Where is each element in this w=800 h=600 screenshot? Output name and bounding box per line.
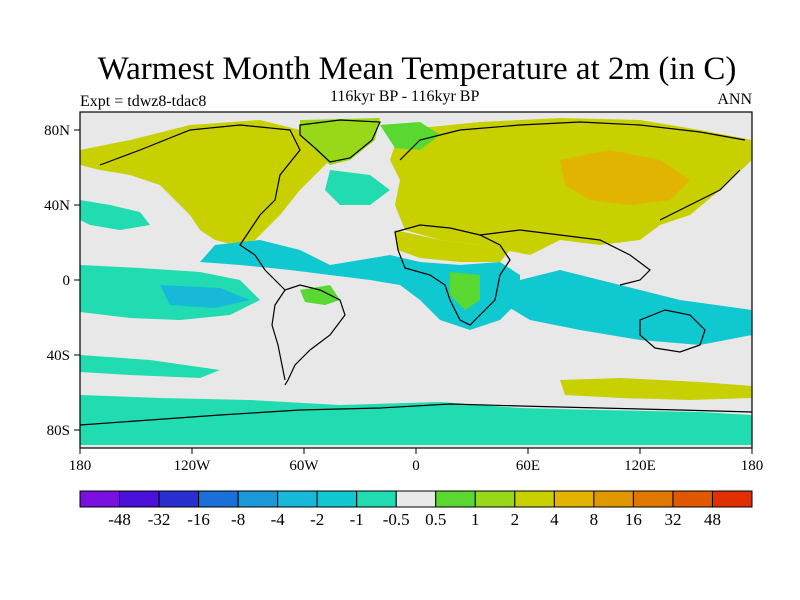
experiment-label: Expt = tdwz8-tdac8 — [80, 93, 207, 110]
colorbar-swatch — [711, 490, 753, 508]
colorbar-swatch — [474, 490, 516, 508]
south-indian-warm-band — [560, 378, 752, 400]
colorbar-label: -8 — [231, 510, 245, 529]
season-label: ANN — [717, 91, 752, 108]
colorbar-swatch — [198, 490, 239, 508]
indian-ocean-cool-band — [500, 270, 752, 345]
lat-label-80s: 80S — [47, 423, 70, 439]
colorbar-swatch — [514, 490, 555, 508]
latitude-axis: 80N 40N 0 40S 80S — [44, 123, 80, 439]
lon-label-60w: 60W — [289, 458, 319, 474]
lon-label-180e: 180 — [741, 458, 764, 474]
colorbar-label: -48 — [108, 510, 131, 529]
lon-label-120e: 120E — [624, 458, 656, 474]
colorbar-label: -2 — [310, 510, 324, 529]
north-pacific-cool — [80, 200, 150, 230]
colorbar-label: -4 — [271, 510, 286, 529]
africa-central-green — [450, 272, 480, 310]
colorbar-label: 16 — [625, 510, 642, 529]
north-atlantic-cool — [325, 170, 390, 205]
colorbar-swatch — [316, 490, 358, 508]
colorbar-swatch — [356, 490, 397, 508]
colorbar-swatch — [672, 490, 713, 508]
lat-label-40s: 40S — [47, 348, 70, 364]
colorbar-label: -0.5 — [383, 510, 410, 529]
lat-label-0: 0 — [63, 273, 71, 289]
lon-label-120w: 120W — [174, 458, 212, 474]
colorbar-swatch — [553, 490, 595, 508]
lat-label-80n: 80N — [44, 123, 70, 139]
colorbar-swatch — [632, 490, 674, 508]
colorbar-swatch — [237, 490, 279, 508]
colorbar-swatch — [79, 490, 121, 508]
atlantic-cool-band — [200, 240, 520, 330]
colorbar-swatch — [119, 490, 160, 508]
tropical-pacific-cool — [160, 285, 250, 308]
colorbar-swatch — [395, 490, 437, 508]
colorbar-label: 0.5 — [425, 510, 446, 529]
lat-label-40n: 40N — [44, 198, 70, 214]
colorbar-label: 8 — [590, 510, 599, 529]
north-america-shading — [80, 120, 330, 245]
time-period-subtitle: 116kyr BP - 116kyr BP — [330, 88, 480, 105]
southern-ocean-band-a — [80, 355, 220, 378]
lon-label-0: 0 — [412, 458, 420, 474]
southern-ocean-band-b — [80, 395, 752, 445]
colorbar: -48 -32 -16 -8 -4 -2 -1 -0.5 0.5 1 2 4 8 16 32 48 — [79, 490, 753, 529]
colorbar-swatch — [158, 490, 200, 508]
colorbar-label: 4 — [550, 510, 559, 529]
colorbar-swatch — [435, 490, 476, 508]
colorbar-label: 2 — [511, 510, 520, 529]
colorbar-label: -1 — [350, 510, 364, 529]
colorbar-label: 1 — [471, 510, 480, 529]
map-plot-area — [79, 112, 753, 448]
coastlines — [79, 119, 753, 426]
colorbar-label: -32 — [148, 510, 171, 529]
colorbar-swatch — [277, 490, 318, 508]
colorbar-swatch — [593, 490, 634, 508]
colorbar-label: 48 — [704, 510, 721, 529]
lon-label-60e: 60E — [516, 458, 540, 474]
arctic-green-shading — [380, 122, 440, 150]
lon-label-180w: 180 — [69, 458, 92, 474]
map-title: Warmest Month Mean Temperature at 2m (in… — [97, 51, 737, 87]
south-america-green — [300, 285, 340, 305]
siberia-warm-core — [560, 150, 690, 205]
colorbar-label: -16 — [187, 510, 210, 529]
colorbar-label: 32 — [664, 510, 681, 529]
longitude-axis: 180 120W 60W 0 60E 120E 180 — [69, 448, 764, 474]
sahara-shading — [395, 230, 510, 262]
